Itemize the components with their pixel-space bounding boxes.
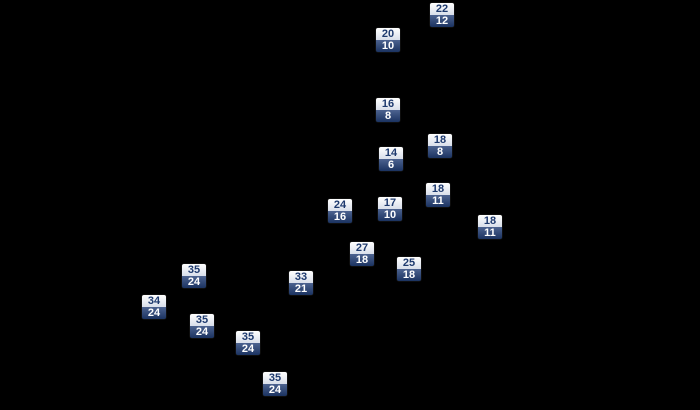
low-temp-label: 18 [350, 254, 374, 266]
high-temp-label: 17 [378, 197, 402, 209]
high-temp-label: 18 [478, 215, 502, 227]
high-temp-label: 22 [430, 3, 454, 15]
high-temp-label: 35 [190, 314, 214, 326]
high-temp-label: 20 [376, 28, 400, 40]
temp-marker[interactable]: 22 12 [430, 3, 454, 27]
low-temp-label: 12 [430, 15, 454, 27]
high-temp-label: 24 [328, 199, 352, 211]
low-temp-label: 24 [236, 343, 260, 355]
low-temp-label: 24 [190, 326, 214, 338]
low-temp-label: 21 [289, 283, 313, 295]
low-temp-label: 10 [378, 209, 402, 221]
low-temp-label: 8 [428, 146, 452, 158]
high-temp-label: 16 [376, 98, 400, 110]
high-temp-label: 14 [379, 147, 403, 159]
temp-marker[interactable]: 27 18 [350, 242, 374, 266]
temp-marker[interactable]: 17 10 [378, 197, 402, 221]
low-temp-label: 11 [478, 227, 502, 239]
high-temp-label: 18 [426, 183, 450, 195]
low-temp-label: 6 [379, 159, 403, 171]
high-temp-label: 18 [428, 134, 452, 146]
temp-marker[interactable]: 18 8 [428, 134, 452, 158]
low-temp-label: 10 [376, 40, 400, 52]
temp-marker[interactable]: 35 24 [190, 314, 214, 338]
high-temp-label: 25 [397, 257, 421, 269]
high-temp-label: 35 [182, 264, 206, 276]
temp-marker[interactable]: 18 11 [426, 183, 450, 207]
temp-marker[interactable]: 20 10 [376, 28, 400, 52]
low-temp-label: 18 [397, 269, 421, 281]
low-temp-label: 16 [328, 211, 352, 223]
high-temp-label: 34 [142, 295, 166, 307]
low-temp-label: 24 [263, 384, 287, 396]
temp-marker[interactable]: 35 24 [236, 331, 260, 355]
temp-marker[interactable]: 35 24 [263, 372, 287, 396]
temp-marker[interactable]: 14 6 [379, 147, 403, 171]
temp-marker[interactable]: 35 24 [182, 264, 206, 288]
high-temp-label: 35 [263, 372, 287, 384]
temp-marker[interactable]: 34 24 [142, 295, 166, 319]
low-temp-label: 24 [142, 307, 166, 319]
temp-marker[interactable]: 25 18 [397, 257, 421, 281]
temp-marker[interactable]: 24 16 [328, 199, 352, 223]
low-temp-label: 11 [426, 195, 450, 207]
temp-marker[interactable]: 18 11 [478, 215, 502, 239]
high-temp-label: 27 [350, 242, 374, 254]
low-temp-label: 24 [182, 276, 206, 288]
temp-marker[interactable]: 16 8 [376, 98, 400, 122]
low-temp-label: 8 [376, 110, 400, 122]
temp-marker[interactable]: 33 21 [289, 271, 313, 295]
high-temp-label: 33 [289, 271, 313, 283]
high-temp-label: 35 [236, 331, 260, 343]
